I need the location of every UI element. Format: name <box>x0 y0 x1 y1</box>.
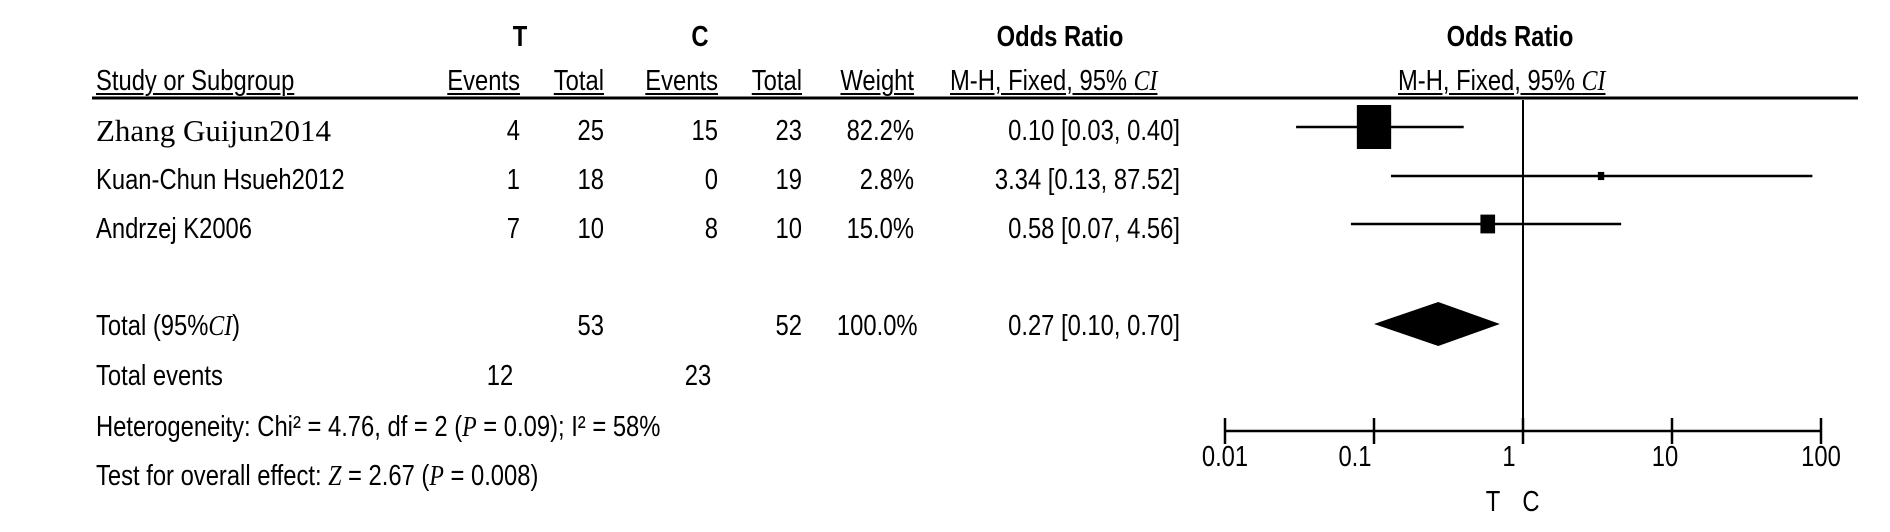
total-or-text: 0.27 [0.10, 0.70] <box>1008 310 1180 342</box>
total-events-t: 12 <box>486 360 514 392</box>
study-or-text: 0.58 [0.07, 4.56] <box>1008 213 1180 245</box>
t-events-header: Events <box>447 65 520 97</box>
study-weight-square <box>1597 171 1605 181</box>
study-c-events: 8 <box>704 213 718 245</box>
total-events-label: Total events <box>96 360 223 392</box>
study-weight: 15.0% <box>846 213 914 245</box>
study-weight-square <box>1356 105 1392 149</box>
group-t-header: T <box>512 21 528 53</box>
study-name: Kuan-Chun Hsueh2012 <box>96 164 345 196</box>
study-t-total: 18 <box>577 164 604 196</box>
axis-footer-c: C <box>1522 486 1540 518</box>
t-total-header: Total <box>553 65 604 97</box>
total-events-c: 23 <box>684 360 712 392</box>
total-t-total: 53 <box>577 310 604 342</box>
study-or-text: 0.10 [0.03, 0.40] <box>1008 115 1180 147</box>
study-c-events: 0 <box>704 164 718 196</box>
c-total-header: Total <box>751 65 802 97</box>
axis-tick-label: 0.1 <box>1338 441 1372 473</box>
study-t-events: 1 <box>506 164 520 196</box>
axis-tick-label: 1 <box>1502 441 1516 473</box>
overall-effect-text: Test for overall effect: Z = 2.67 (P = 0… <box>96 460 539 492</box>
group-c-header: C <box>691 21 709 53</box>
total-c-total: 52 <box>775 310 802 342</box>
axis-tick-label: 100 <box>1801 441 1841 473</box>
weight-header: Weight <box>840 65 914 97</box>
pooled-diamond <box>1374 302 1500 346</box>
heterogeneity-text: Heterogeneity: Chi² = 4.76, df = 2 (P = … <box>96 411 661 443</box>
method-header-left: M-H, Fixed, 95% CI <box>950 65 1158 97</box>
axis-footer-t: T <box>1485 486 1501 518</box>
axis-tick-label: 0.01 <box>1201 441 1249 473</box>
study-header: Study or Subgroup <box>96 65 295 97</box>
study-or-text: 3.34 [0.13, 87.52] <box>994 164 1180 196</box>
method-header-right: M-H, Fixed, 95% CI <box>1398 65 1606 97</box>
study-weight: 2.8% <box>859 164 914 196</box>
total-label: Total (95%CI) <box>96 310 241 342</box>
study-c-total: 23 <box>775 115 802 147</box>
study-c-events: 15 <box>691 115 718 147</box>
c-events-header: Events <box>645 65 718 97</box>
study-name: Andrzej K2006 <box>96 213 253 245</box>
odds-ratio-header-right: Odds Ratio <box>1446 21 1574 53</box>
study-name: Zhang Guijun2014 <box>96 113 332 148</box>
study-t-total: 25 <box>577 115 604 147</box>
study-c-total: 19 <box>775 164 802 196</box>
study-t-events: 4 <box>506 115 520 147</box>
study-t-total: 10 <box>577 213 604 245</box>
axis-tick-label: 10 <box>1651 441 1679 473</box>
study-weight-square <box>1480 214 1496 234</box>
odds-ratio-header-left: Odds Ratio <box>996 21 1124 53</box>
study-weight: 82.2% <box>846 115 914 147</box>
total-weight: 100.0% <box>836 310 918 342</box>
study-c-total: 10 <box>775 213 802 245</box>
study-t-events: 7 <box>506 213 520 245</box>
